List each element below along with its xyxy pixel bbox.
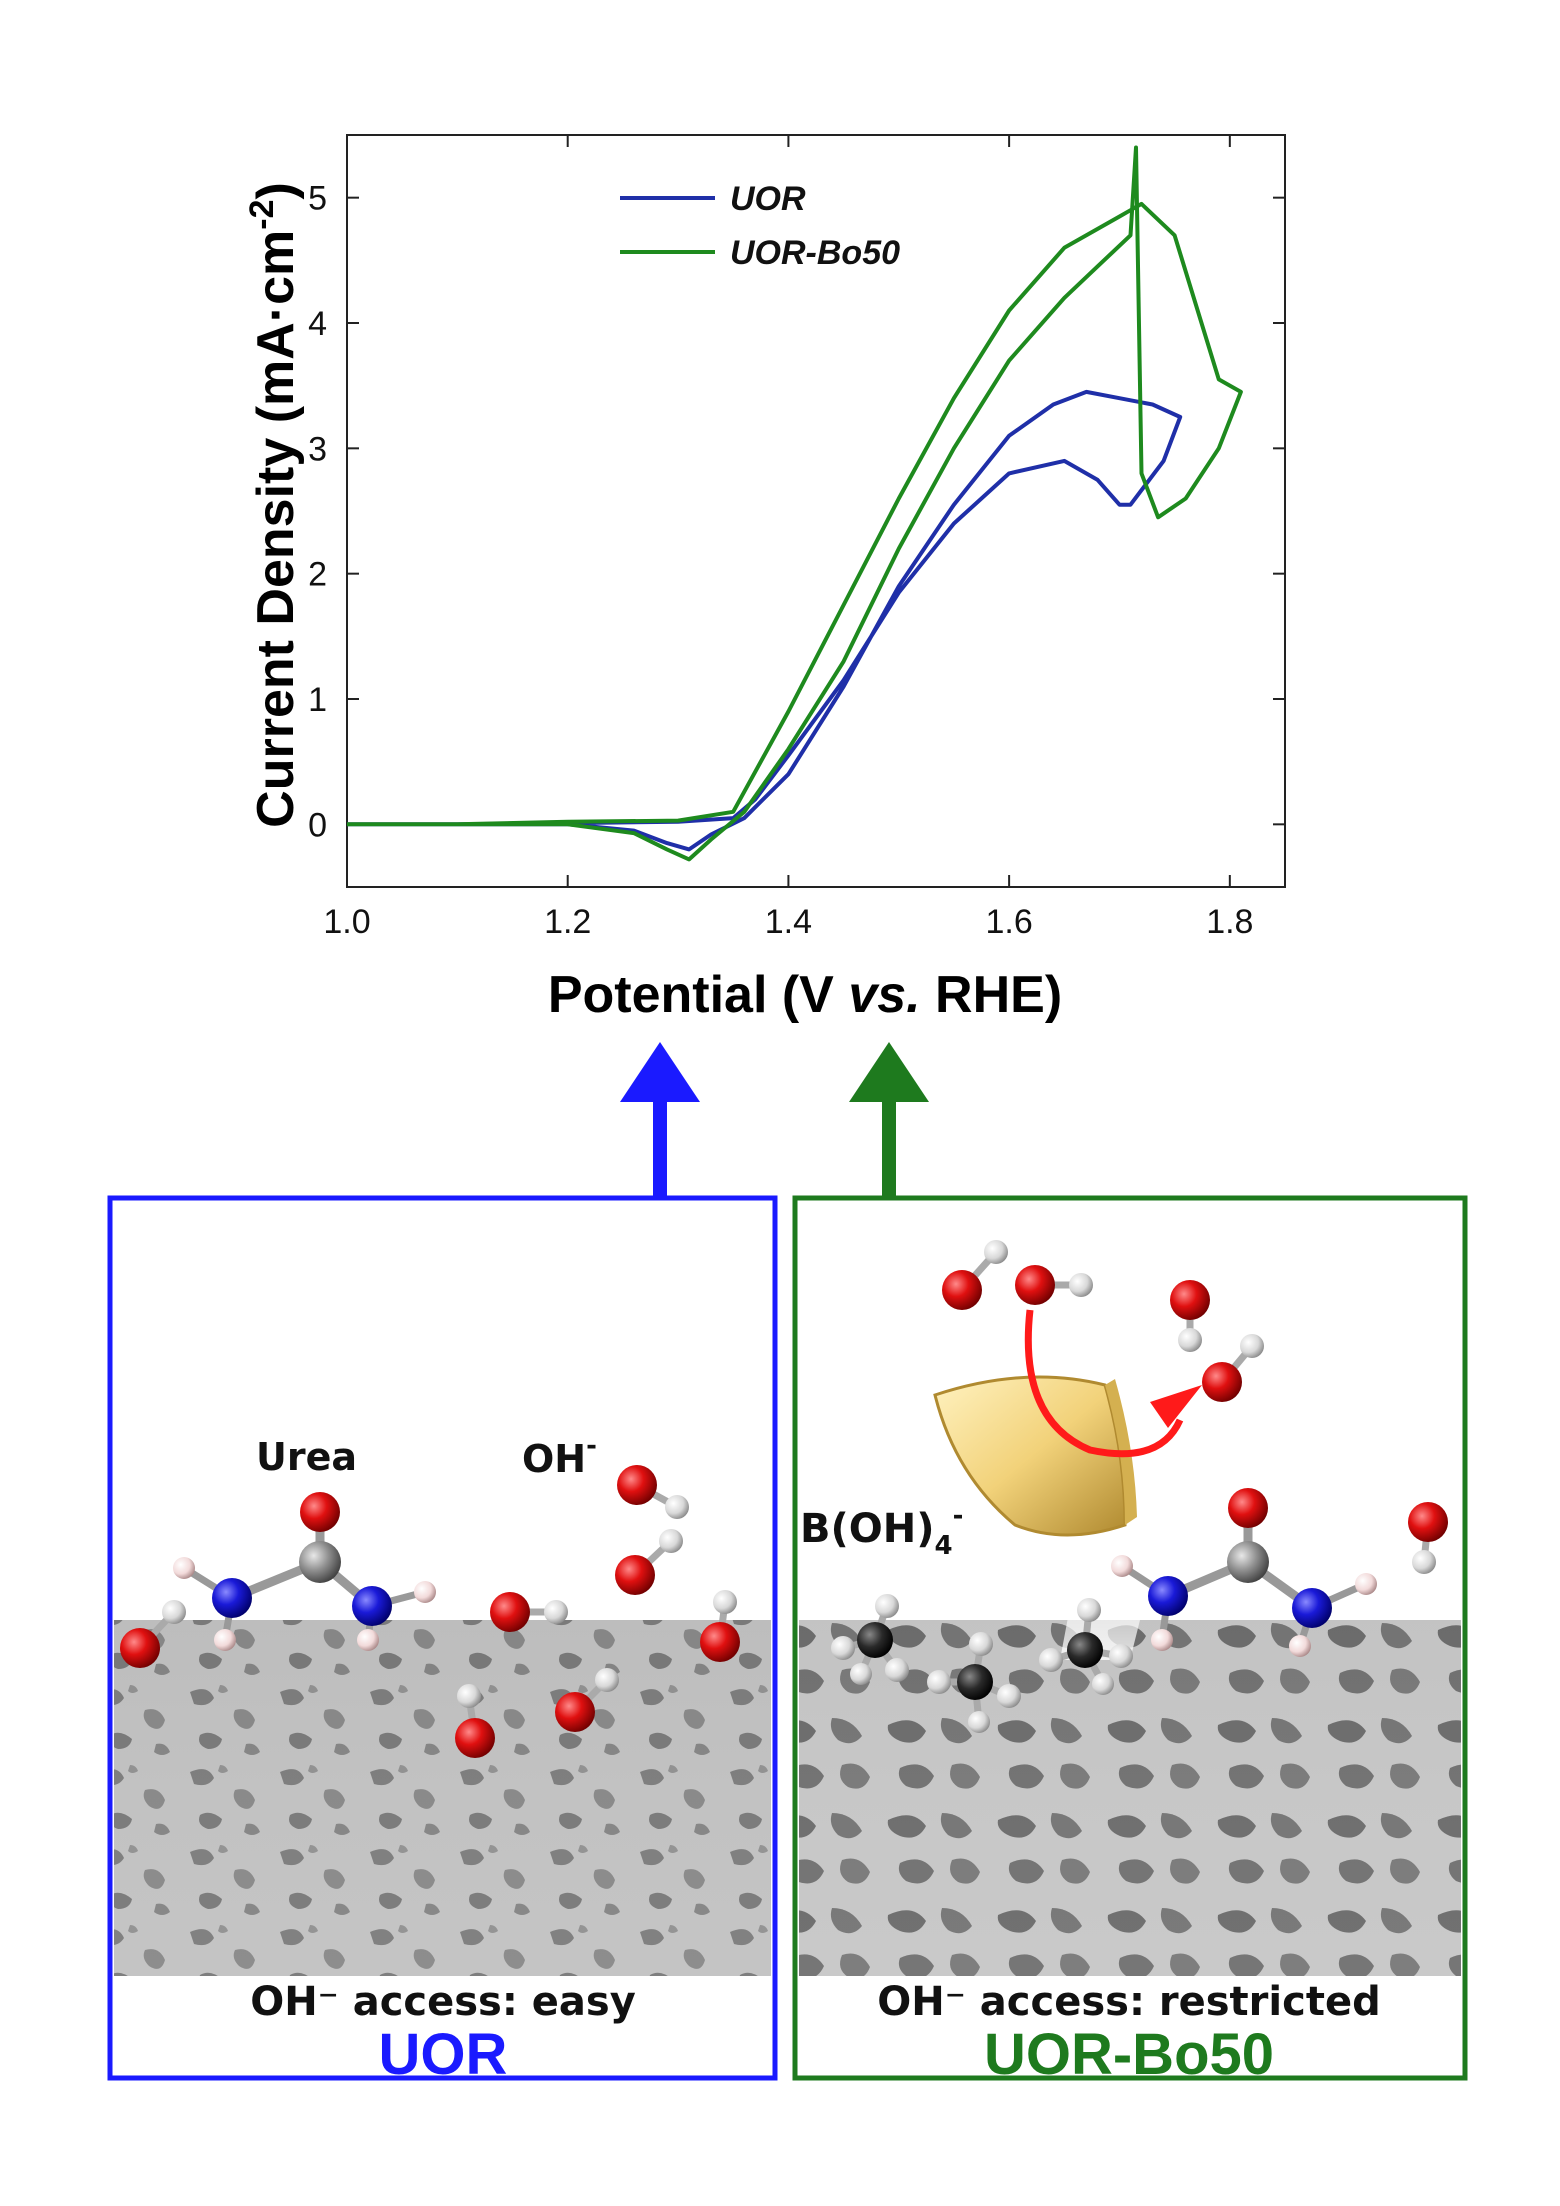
cv-chart: 1.0 1.2 1.4 1.6 1.8 0 1 2 3 4 5 UOR UOR-Bo50 Poten… (243, 134, 1286, 1024)
y-tick-label: 5 (308, 180, 327, 218)
x-tick-label: 1.2 (544, 903, 591, 941)
x-tick-label: 1.4 (765, 903, 812, 941)
y-tick-label: 0 (308, 806, 327, 844)
legend-label-uor-bo50: UOR-Bo50 (730, 234, 900, 272)
y-axis-title: Current Density (mA·cm-2) (243, 182, 305, 828)
y-tick-label: 1 (308, 681, 327, 719)
y-tick-label: 3 (308, 430, 327, 468)
hydroxide-ions (120, 1465, 740, 1758)
series-line-uor-bo50 (347, 145, 1243, 862)
panel-uor-bo50: B(OH)4- (792, 1195, 1468, 2087)
blue-arrow-up (620, 1042, 700, 1196)
label-oh: OH- (522, 1431, 597, 1481)
hydroxide-ions-right (942, 1240, 1448, 1574)
urea-molecule-right (1111, 1488, 1377, 1657)
urea-molecule (173, 1492, 436, 1651)
legend: UOR UOR-Bo50 (620, 180, 900, 272)
x-tick-label: 1.8 (1206, 903, 1253, 941)
caption-uor: OH⁻ access: easy (250, 1979, 636, 2025)
x-tick-label: 1.6 (985, 903, 1032, 941)
axis-ticks: 1.0 1.2 1.4 1.6 1.8 0 1 2 3 4 5 (308, 135, 1285, 941)
panel-uor: Urea OH- (107, 1195, 778, 2087)
borate-molecules (831, 1594, 1133, 1733)
green-arrow-up (849, 1042, 929, 1196)
y-tick-label: 2 (308, 556, 327, 594)
series-line-uor (347, 389, 1183, 852)
legend-label-uor: UOR (730, 180, 806, 218)
deflect-arrow (1024, 1309, 1184, 1458)
x-tick-label: 1.0 (323, 903, 370, 941)
plot-frame (346, 134, 1286, 888)
deflect-arrowhead (1150, 1385, 1202, 1428)
series-layer (347, 145, 1243, 862)
label-urea: Urea (256, 1435, 357, 1479)
caption-uor-bo50: OH⁻ access: restricted (877, 1979, 1380, 2025)
panel-title-uor: UOR (379, 2022, 508, 2087)
y-tick-label: 4 (308, 305, 327, 343)
x-axis-title: Potential (V vs. RHE) (548, 966, 1062, 1024)
panel-title-uor-bo50: UOR-Bo50 (984, 2022, 1274, 2087)
label-boh4: B(OH)4- (800, 1501, 963, 1561)
